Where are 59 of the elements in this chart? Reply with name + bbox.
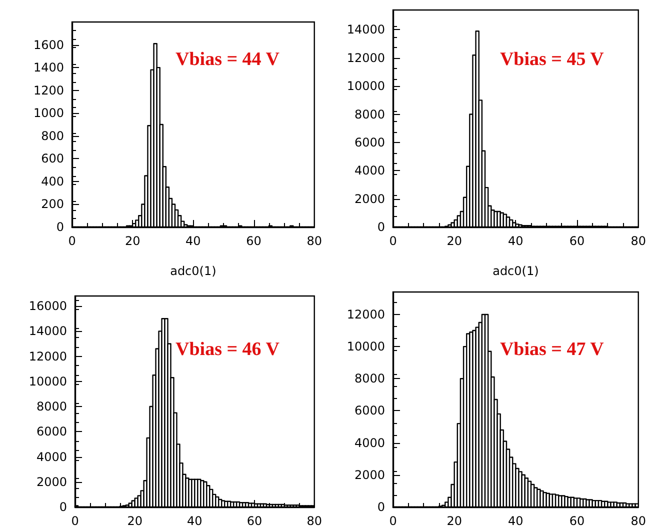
x-tick-label: 40 (186, 234, 201, 248)
y-tick-label: 8000 (36, 400, 67, 414)
x-tick-label: 80 (630, 514, 646, 527)
y-tick-label: 12000 (346, 307, 385, 322)
x-axis-title: adc0(1) (492, 264, 539, 278)
y-tick-label: 14000 (346, 22, 385, 37)
x-tick-label: 0 (389, 514, 397, 527)
annotation: Vbias = 47 V (500, 339, 604, 360)
y-tick-label: 10000 (28, 374, 67, 388)
x-tick-label: 20 (127, 514, 142, 527)
y-tick-label: 6000 (354, 135, 385, 150)
x-tick-label: 0 (71, 514, 79, 527)
x-tick-label: 80 (306, 234, 322, 248)
annotation: Vbias = 45 V (500, 49, 604, 70)
x-tick-label: 80 (630, 234, 646, 248)
y-tick-label: 6000 (36, 424, 67, 439)
y-tick-label: 1200 (33, 83, 64, 98)
annotation: Vbias = 46 V (176, 339, 280, 360)
y-tick-label: 0 (377, 500, 385, 514)
x-tick-label: 20 (124, 234, 140, 248)
y-tick-label: 400 (41, 174, 64, 188)
annotation: Vbias = 44 V (176, 49, 280, 70)
x-tick-label: 20 (446, 234, 462, 248)
y-tick-label: 10000 (346, 340, 385, 354)
x-tick-label: 20 (446, 514, 462, 527)
y-tick-label: 4000 (36, 450, 67, 464)
y-tick-label: 10000 (346, 79, 385, 94)
x-tick-label: 0 (68, 234, 76, 248)
x-tick-label: 40 (187, 514, 202, 527)
y-tick-label: 1000 (33, 106, 64, 120)
y-tick-label: 0 (59, 500, 67, 514)
y-tick-label: 0 (56, 220, 64, 234)
y-tick-label: 16000 (28, 299, 67, 314)
y-tick-label: 2000 (36, 474, 67, 489)
x-tick-label: 60 (246, 514, 262, 527)
y-tick-label: 1600 (33, 38, 64, 52)
x-tick-label: 80 (306, 514, 322, 527)
y-tick-label: 4000 (354, 436, 385, 450)
y-tick-label: 8000 (354, 107, 385, 122)
x-tick-label: 40 (508, 234, 524, 248)
y-tick-label: 14000 (28, 324, 67, 338)
y-tick-label: 8000 (354, 372, 385, 386)
y-tick-label: 12000 (346, 50, 385, 65)
x-tick-label: 40 (508, 514, 524, 527)
y-tick-label: 6000 (354, 404, 385, 418)
x-tick-label: 0 (389, 234, 397, 248)
y-tick-label: 1400 (33, 60, 64, 75)
y-tick-label: 0 (377, 220, 385, 234)
y-tick-label: 200 (41, 197, 64, 212)
y-tick-label: 2000 (354, 192, 385, 206)
y-tick-label: 800 (41, 128, 64, 143)
y-tick-label: 12000 (28, 349, 67, 364)
x-tick-label: 60 (569, 514, 585, 527)
x-tick-label: 60 (569, 234, 585, 248)
y-tick-label: 2000 (354, 468, 385, 482)
y-tick-label: 4000 (354, 164, 385, 178)
x-tick-label: 60 (246, 234, 262, 248)
x-axis-title: adc0(1) (170, 264, 216, 278)
y-tick-label: 600 (41, 152, 64, 166)
